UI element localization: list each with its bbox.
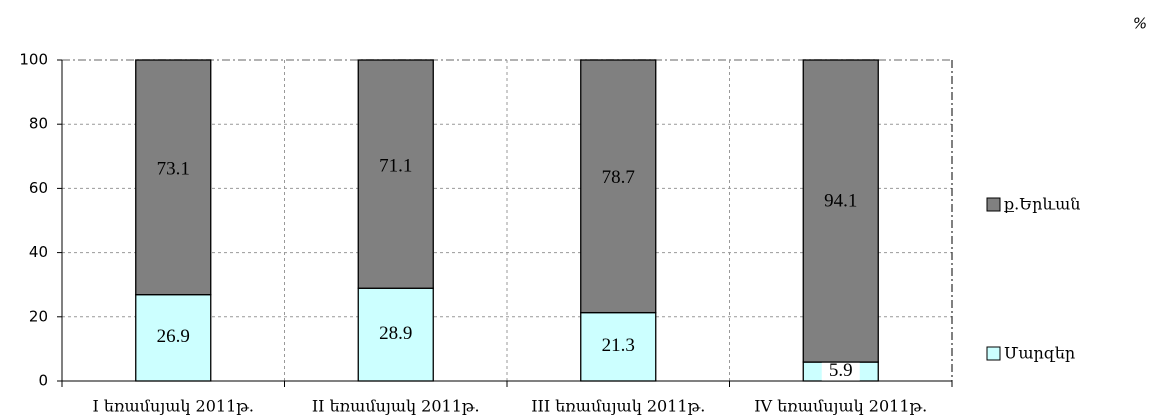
data-label: 21.3: [602, 335, 635, 356]
x-tick-label: III եռամսյակ 2011թ.: [531, 397, 705, 416]
data-label: 26.9: [157, 326, 190, 347]
data-label: 5.9: [829, 360, 853, 381]
unit-label: %: [1133, 15, 1147, 33]
x-tick-label: I եռամսյակ 2011թ.: [93, 397, 254, 416]
data-label: 71.1: [379, 156, 412, 177]
data-label: 28.9: [379, 323, 412, 344]
legend-label: Մարզեր: [1004, 344, 1075, 363]
bar-segment: [580, 311, 657, 382]
label-bg: [821, 362, 860, 381]
data-label: 78.7: [602, 167, 635, 188]
x-tick-label: II եռամսյակ 2011թ.: [312, 397, 480, 416]
y-tick-label: 80: [29, 115, 48, 133]
data-label: 94.1: [824, 190, 857, 211]
data-label: 73.1: [157, 159, 190, 180]
bar-segment: [580, 59, 657, 314]
y-tick-label: 20: [29, 307, 48, 325]
legend-label: ք.Երևան: [1004, 195, 1080, 214]
bar-segment: [357, 59, 434, 289]
bar-segment: [135, 59, 212, 296]
y-tick-label: 100: [19, 51, 48, 69]
legend-swatch: [986, 197, 1001, 212]
bar-segment: [802, 59, 879, 363]
x-tick-label: IV եռամսյակ 2011թ.: [754, 397, 927, 416]
legend-swatch: [986, 346, 1001, 361]
y-tick-label: 40: [29, 243, 48, 261]
y-tick-label: 0: [38, 372, 48, 390]
y-tick-label: 60: [29, 179, 48, 197]
